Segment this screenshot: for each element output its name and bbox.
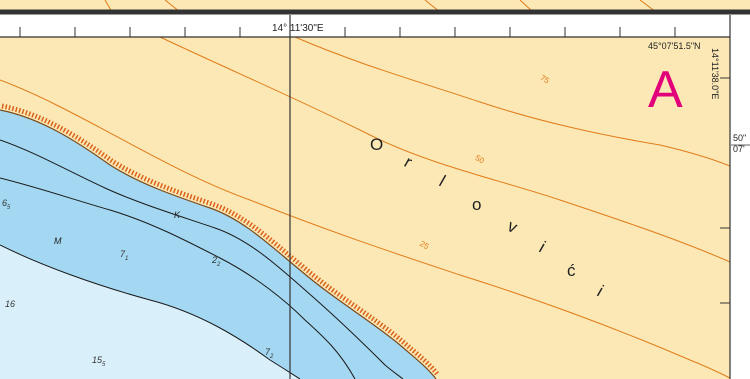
latitude-corner-label: 45°07'51.5"N	[648, 41, 701, 51]
coast-hatching	[1, 103, 441, 377]
sounding: 155	[92, 355, 106, 368]
soundings: 65 71 22 16 155 72	[2, 198, 274, 368]
land-contours	[0, 36, 731, 379]
scale-ticks	[19, 27, 676, 37]
margin-label-seconds: 50"	[733, 133, 746, 143]
side-ticks	[720, 77, 730, 304]
longitude-label: 14° 11'30"E	[272, 23, 324, 34]
seabed-letter-k: K	[174, 210, 181, 220]
top-strip	[0, 0, 750, 12]
place-name-letter: o	[472, 195, 481, 214]
sounding: 65	[2, 198, 11, 211]
depth-contours	[0, 139, 404, 379]
chart-section-letter: A	[648, 61, 683, 119]
deep-water	[0, 245, 300, 379]
margin-label-minutes: 07'	[733, 144, 745, 154]
place-name-letter: ć	[567, 261, 576, 280]
sounding: 72	[265, 347, 274, 360]
sounding: 16	[5, 299, 15, 309]
seabed-letter-m: M	[54, 236, 62, 246]
sounding: 22	[211, 255, 221, 268]
coastline	[0, 109, 437, 379]
longitude-side-label: 14°11'38.0"E	[710, 48, 720, 99]
sounding: 71	[120, 249, 128, 262]
scale-bar	[0, 15, 730, 37]
place-name-letter: O	[370, 135, 383, 154]
